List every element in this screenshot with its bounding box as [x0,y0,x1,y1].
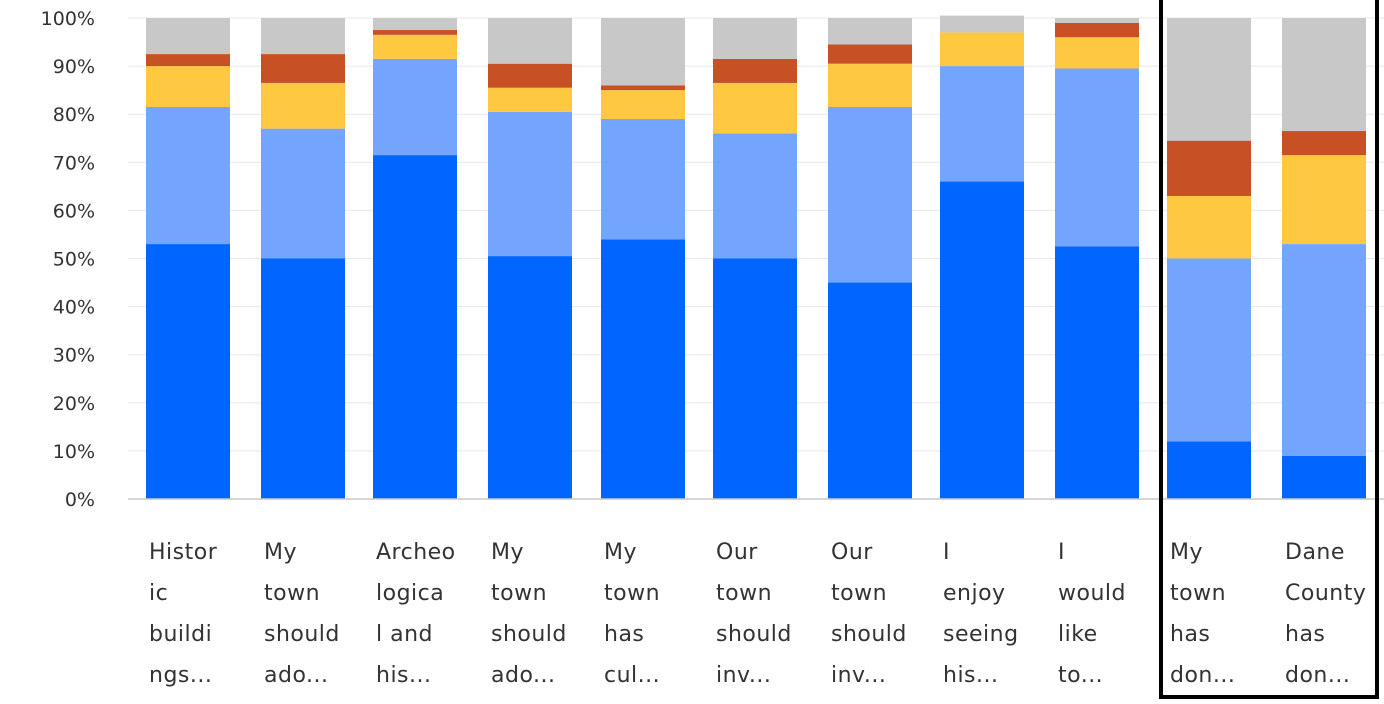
bar-segment [146,244,230,499]
bar-segment [940,15,1024,33]
bar-segment [1055,246,1139,499]
bar-segment [146,54,230,67]
bar-segment [1167,195,1251,259]
bar-segment [828,282,912,499]
bar-segment [1055,68,1139,247]
bar-segment [261,82,345,129]
bar-segment [713,82,797,134]
bar-segment [1055,22,1139,38]
y-tick-label: 80% [53,104,95,126]
x-category-label: Histor ic buildi ngs... [149,540,218,688]
x-category-label: My town has cul... [604,540,661,688]
bar-segment [373,18,457,31]
bar-segment [373,34,457,59]
bar-segment [1167,18,1251,141]
bar-segment [940,66,1024,182]
bar-segment [146,66,230,107]
bar-segment [601,119,685,240]
bar-segment [1167,140,1251,196]
bar-segment [261,258,345,499]
bar-segment [488,256,572,499]
x-category-label: My town should ado... [264,540,340,688]
x-category-label: Our town should inv... [716,540,792,688]
x-category-label: Our town should inv... [831,540,907,688]
bar-segment [373,58,457,156]
bar-segment [1282,244,1366,456]
bar-segment [488,87,572,112]
y-tick-label: 10% [53,441,95,463]
bar-segment [601,90,685,120]
bar-segment [940,32,1024,67]
bar-segment [261,18,345,55]
bar-segment [373,155,457,499]
bar-segment [146,18,230,55]
bar-segment [713,58,797,83]
bar-segment [713,18,797,59]
bar-segment [1167,258,1251,442]
bar-segment [1055,37,1139,69]
bar-segment [1282,18,1366,132]
y-tick-label: 50% [53,249,95,271]
bar-segment [1282,155,1366,245]
bar-segment [261,128,345,259]
bar-segment [373,30,457,35]
bar-segment [261,54,345,83]
bar-segment [601,85,685,91]
bar-segment [828,63,912,107]
y-tick-label: 0% [65,489,95,511]
x-category-label: I would like to... [1058,540,1126,688]
bar-segment [1055,18,1139,23]
bar-segment [601,239,685,499]
bar-segment [146,106,230,245]
y-tick-label: 30% [53,345,95,367]
bar-segment [828,106,912,283]
y-tick-label: 90% [53,56,95,78]
bar-segment [1282,131,1366,156]
y-tick-label: 20% [53,393,95,415]
x-category-label: I enjoy seeing his... [943,540,1019,688]
bar-segment [940,181,1024,500]
x-category-label: Archeo logica l and his... [376,540,456,688]
bar-segment [828,44,912,64]
bar-segment [1167,441,1251,499]
y-tick-label: 70% [53,152,95,174]
bar-segment [601,18,685,86]
bar-segment [713,133,797,259]
x-category-label: My town should ado... [491,540,567,688]
x-category-label: My town has don... [1170,540,1236,688]
bar-segment [1282,455,1366,499]
bar-segment [488,63,572,88]
bar-segment [828,18,912,45]
y-tick-label: 40% [53,297,95,319]
bar-segment [488,18,572,64]
y-tick-label: 100% [41,8,95,30]
highlight-box [1159,0,1379,699]
bars [146,15,1366,500]
bar-segment [713,258,797,499]
y-axis-ticks: 0% 10% 20% 30% 40% 50% 60% 70% 80% 90% 100% [41,8,95,511]
bar-segment [488,111,572,257]
y-tick-label: 60% [53,200,95,222]
x-category-label: Dane County has don... [1285,540,1367,688]
